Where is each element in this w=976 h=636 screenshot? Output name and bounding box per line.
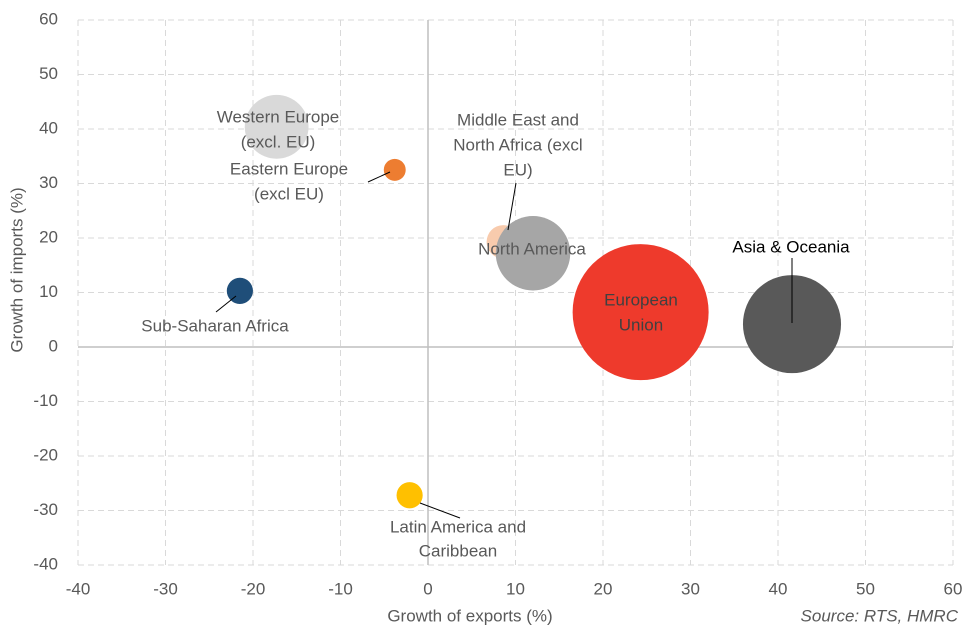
y-tick-label: 30 xyxy=(39,173,58,192)
x-tick-label: 60 xyxy=(944,579,963,598)
bubble xyxy=(495,216,571,291)
y-tick-label: 60 xyxy=(39,9,58,28)
x-tick-label: 20 xyxy=(594,579,613,598)
y-axis-label: Growth of imports (%) xyxy=(7,187,26,352)
leader-line xyxy=(419,502,461,519)
y-tick-label: -10 xyxy=(33,391,58,410)
x-tick-label: 50 xyxy=(856,579,875,598)
bubble-label: Union xyxy=(619,315,663,334)
bubble-label: (excl. EU) xyxy=(241,132,316,151)
y-tick-label: 10 xyxy=(39,282,58,301)
x-tick-label: -20 xyxy=(241,579,266,598)
source-note: Source: RTS, HMRC xyxy=(801,606,959,625)
bubble-label: Middle East and xyxy=(457,110,579,129)
bubble-label: Caribbean xyxy=(419,541,497,560)
bubble-label: (excl EU) xyxy=(254,184,324,203)
y-tick-label: -30 xyxy=(33,500,58,519)
leader-line xyxy=(507,182,517,231)
bubble xyxy=(742,275,842,374)
bubble-label: North Africa (excl xyxy=(453,135,582,154)
bubble xyxy=(572,244,709,381)
x-tick-label: 40 xyxy=(769,579,788,598)
x-tick-label: 0 xyxy=(423,579,432,598)
bubble-label: Sub-Saharan Africa xyxy=(141,316,289,335)
bubble xyxy=(226,277,253,304)
y-tick-label: 20 xyxy=(39,227,58,246)
y-tick-label: 40 xyxy=(39,118,58,137)
leader-line xyxy=(367,171,391,183)
bubble-label: Asia & Oceania xyxy=(732,237,850,256)
y-tick-label: 0 xyxy=(49,336,58,355)
x-axis-label: Growth of exports (%) xyxy=(387,606,552,625)
bubble-label: Eastern Europe xyxy=(230,159,348,178)
bubble xyxy=(244,94,309,159)
bubble-label: Latin America and xyxy=(390,517,526,536)
x-tick-label: -10 xyxy=(328,579,353,598)
y-tick-label: -40 xyxy=(33,554,58,573)
leader-line xyxy=(215,295,237,313)
bubble xyxy=(396,482,423,509)
x-tick-label: -30 xyxy=(153,579,178,598)
x-tick-label: -40 xyxy=(66,579,91,598)
x-tick-label: 30 xyxy=(681,579,700,598)
x-tick-label: 10 xyxy=(506,579,525,598)
bubble-label: EU) xyxy=(503,160,532,179)
y-tick-label: -20 xyxy=(33,445,58,464)
bubble-label: North America xyxy=(478,239,586,258)
bubble-label: European xyxy=(604,290,678,309)
bubble xyxy=(383,158,406,181)
bubble-label: Western Europe xyxy=(217,107,340,126)
y-tick-label: 50 xyxy=(39,64,58,83)
